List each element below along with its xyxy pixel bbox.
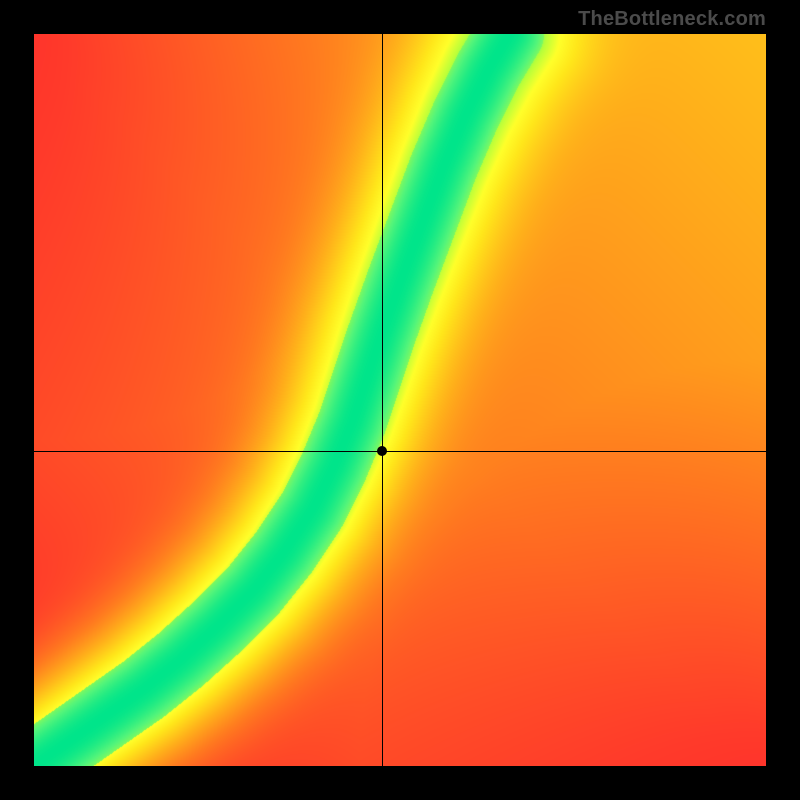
crosshair-vertical [382,34,383,766]
plot-area [34,34,766,766]
watermark-text: TheBottleneck.com [578,8,766,31]
heatmap-canvas [34,34,766,766]
outer-frame: TheBottleneck.com [0,0,800,800]
crosshair-marker [377,446,387,456]
crosshair-horizontal [34,451,766,452]
